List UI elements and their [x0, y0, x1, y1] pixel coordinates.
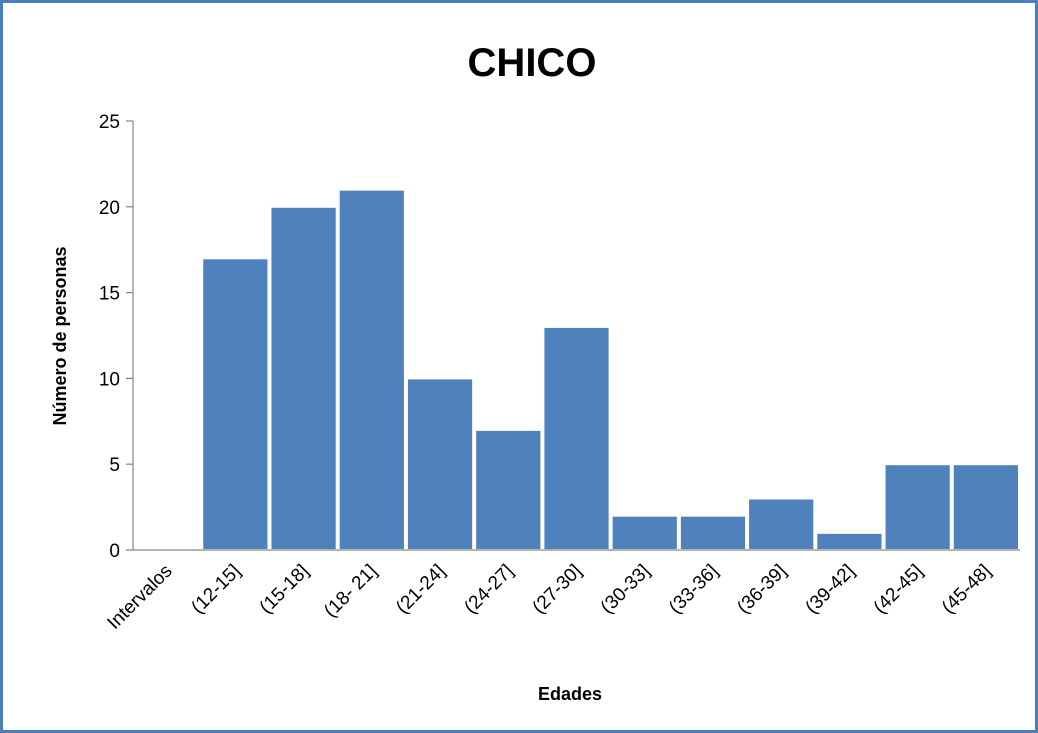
bar-2	[269, 205, 338, 552]
bar-9	[747, 497, 816, 551]
bar-3	[337, 188, 406, 551]
x-tick-label-4: (21-24]	[392, 561, 449, 618]
x-tick-label-7: (30-33]	[597, 561, 654, 618]
y-tick-label-3: 15	[99, 284, 120, 305]
bars-group	[201, 188, 1020, 552]
x-tick-label-10: (39-42]	[802, 561, 859, 618]
x-tick-label-6: (27-30]	[529, 561, 586, 618]
y-tick-label-1: 5	[109, 455, 120, 476]
y-tick-label-4: 20	[99, 198, 120, 219]
x-ticks-group: Intervalos (12-15] (15-18] (18- 21] (21-24](…	[104, 561, 996, 634]
x-tick-label-0: Intervalos	[104, 561, 177, 634]
x-tick-label-2: (15-18]	[256, 561, 313, 618]
bar-6	[542, 325, 611, 552]
bar-11	[883, 463, 952, 552]
x-axis-label: Edades	[538, 684, 602, 704]
y-tick-label-5: 25	[99, 112, 120, 133]
x-tick-label-8: (33-36]	[665, 561, 722, 618]
x-tick-label-3: (18- 21]	[320, 561, 381, 622]
bar-12	[951, 463, 1020, 552]
bar-4	[405, 377, 475, 551]
y-tick-label-0: 0	[109, 541, 120, 562]
x-tick-label-1: (12-15]	[187, 561, 244, 618]
y-ticks-group: 0 5 10 15 20 25	[99, 112, 133, 562]
chart-title: CHICO	[468, 41, 597, 85]
bar-10	[815, 531, 884, 552]
y-tick-label-2: 10	[99, 369, 120, 390]
x-tick-label-12: (45-48]	[938, 561, 995, 618]
bar-8	[678, 514, 748, 551]
y-axis-label: Número de personas	[50, 246, 70, 425]
x-tick-label-11: (42-45]	[870, 561, 927, 618]
bar-1	[201, 257, 270, 551]
bar-7	[610, 514, 679, 551]
x-tick-label-5: (24-27]	[460, 561, 517, 618]
x-tick-label-9: (36-39]	[733, 561, 790, 618]
bar-5	[474, 428, 543, 552]
